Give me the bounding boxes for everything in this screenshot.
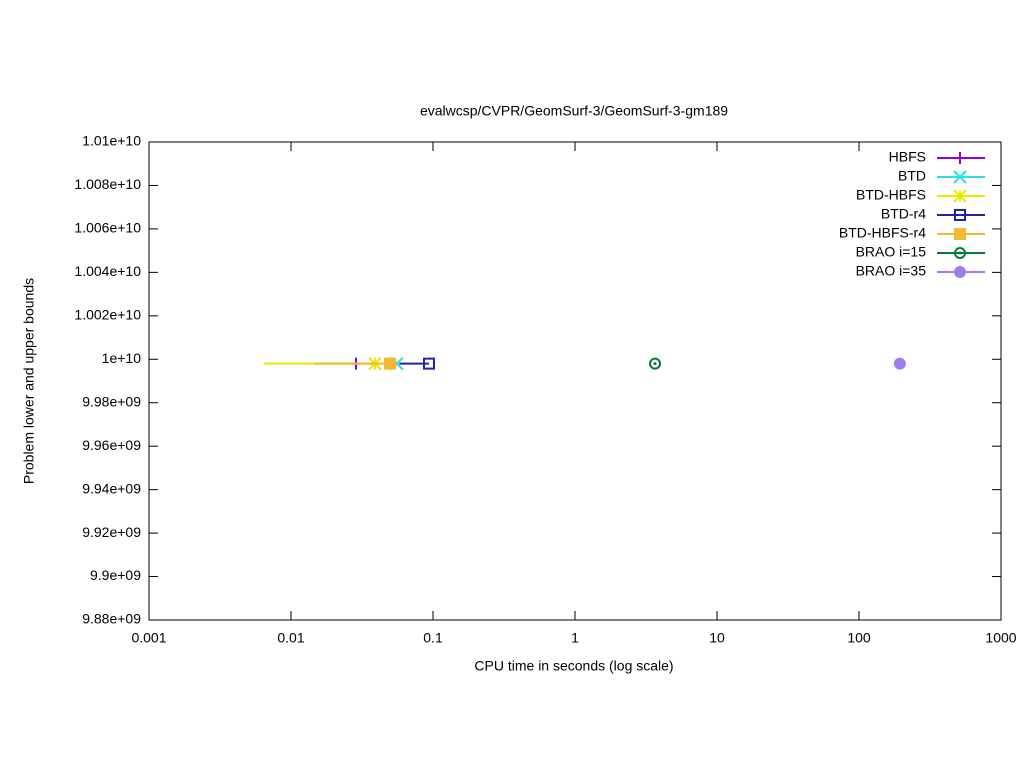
x-tick-label: 1 (571, 630, 579, 646)
legend-label: BTD-HBFS (856, 187, 926, 203)
legend-label: BRAO i=15 (856, 244, 927, 260)
y-tick-label: 9.88e+09 (82, 611, 141, 627)
x-tick-label: 1000 (985, 630, 1016, 646)
legend-label: BTD-HBFS-r4 (839, 225, 926, 241)
x-tick-label: 100 (847, 630, 871, 646)
y-tick-label: 9.92e+09 (82, 524, 141, 540)
marker (422, 357, 435, 370)
x-axis-label: CPU time in seconds (log scale) (474, 658, 673, 674)
marker (954, 228, 966, 240)
marker (953, 266, 967, 278)
legend-label: HBFS (889, 149, 926, 165)
y-axis-label: Problem lower and upper bounds (21, 278, 37, 484)
y-tick-label: 9.9e+09 (90, 567, 141, 583)
y-tick-label: 9.98e+09 (82, 393, 141, 409)
marker-dot (958, 251, 962, 255)
y-tick-label: 1.004e+10 (74, 263, 141, 279)
marker (649, 357, 662, 370)
legend-label: BTD-r4 (881, 206, 926, 222)
legend-label: BRAO i=35 (856, 263, 927, 279)
marker (953, 189, 967, 203)
marker-dot (653, 362, 657, 366)
y-tick-label: 1e+10 (102, 350, 142, 366)
legend-label: BTD (898, 168, 926, 184)
x-tick-label: 10 (709, 630, 725, 646)
chart-title: evalwcsp/CVPR/GeomSurf-3/GeomSurf-3-gm18… (420, 103, 728, 119)
marker (384, 357, 397, 370)
y-tick-label: 9.96e+09 (82, 437, 141, 453)
marker (954, 152, 966, 164)
y-tick-label: 1.002e+10 (74, 307, 141, 323)
marker (953, 247, 967, 259)
plot-border (148, 141, 1002, 621)
y-tick-label: 1.006e+10 (74, 220, 141, 236)
y-tick-label: 1.01e+10 (82, 133, 141, 149)
x-tick-label: 0.01 (277, 630, 304, 646)
marker (953, 170, 967, 184)
x-tick-label: 0.1 (423, 630, 443, 646)
marker (954, 209, 966, 221)
x-tick-label: 0.001 (131, 630, 166, 646)
marker (893, 357, 906, 370)
y-tick-label: 9.94e+09 (82, 480, 141, 496)
y-tick-label: 1.008e+10 (74, 176, 141, 192)
